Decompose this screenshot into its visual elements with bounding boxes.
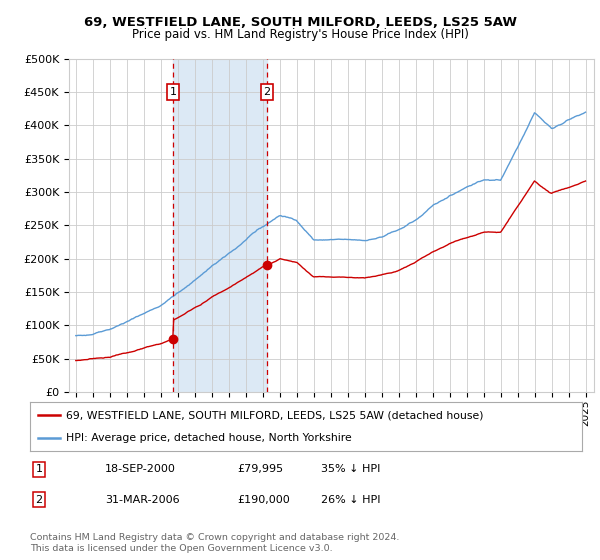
Text: £190,000: £190,000 bbox=[237, 494, 290, 505]
Text: HPI: Average price, detached house, North Yorkshire: HPI: Average price, detached house, Nort… bbox=[66, 433, 352, 444]
Text: 35% ↓ HPI: 35% ↓ HPI bbox=[321, 464, 380, 474]
Text: 1: 1 bbox=[35, 464, 43, 474]
Text: 18-SEP-2000: 18-SEP-2000 bbox=[105, 464, 176, 474]
Text: 2: 2 bbox=[263, 87, 271, 97]
Text: 69, WESTFIELD LANE, SOUTH MILFORD, LEEDS, LS25 5AW: 69, WESTFIELD LANE, SOUTH MILFORD, LEEDS… bbox=[83, 16, 517, 29]
Text: Price paid vs. HM Land Registry's House Price Index (HPI): Price paid vs. HM Land Registry's House … bbox=[131, 28, 469, 41]
Text: 26% ↓ HPI: 26% ↓ HPI bbox=[321, 494, 380, 505]
Text: £79,995: £79,995 bbox=[237, 464, 283, 474]
Bar bbox=[173, 59, 267, 392]
Text: 31-MAR-2006: 31-MAR-2006 bbox=[105, 494, 179, 505]
Text: Contains HM Land Registry data © Crown copyright and database right 2024.
This d: Contains HM Land Registry data © Crown c… bbox=[30, 533, 400, 553]
Text: 2: 2 bbox=[35, 494, 43, 505]
Text: 1: 1 bbox=[169, 87, 176, 97]
Text: 69, WESTFIELD LANE, SOUTH MILFORD, LEEDS, LS25 5AW (detached house): 69, WESTFIELD LANE, SOUTH MILFORD, LEEDS… bbox=[66, 410, 484, 421]
